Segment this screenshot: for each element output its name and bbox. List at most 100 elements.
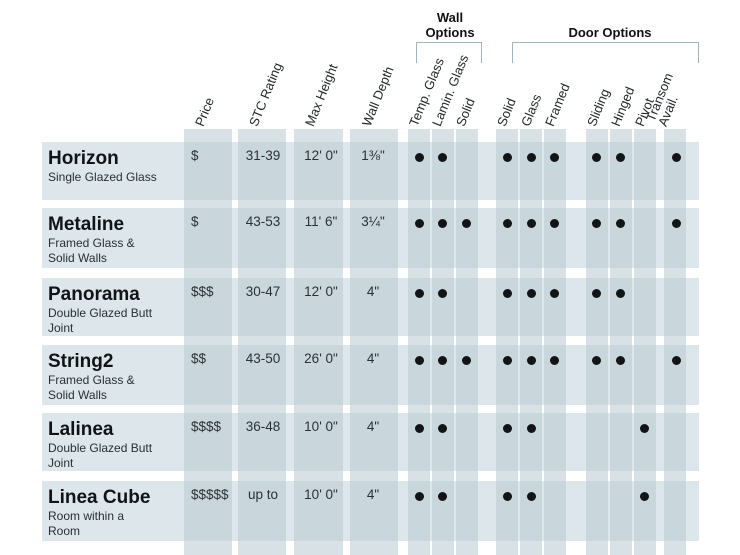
column-header-depth: Wall Depth <box>359 64 397 129</box>
door-options-bracket <box>512 42 699 63</box>
availability-dot <box>437 492 447 501</box>
product-name: String2 <box>48 351 114 372</box>
product-name: Linea Cube <box>48 487 151 508</box>
availability-dot <box>502 219 512 228</box>
cell-stc: 31-39 <box>245 148 281 163</box>
product-description-line: Framed Glass & <box>48 236 135 250</box>
availability-dot <box>591 219 601 228</box>
cell-stc: 30-47 <box>245 284 281 299</box>
cell-price: $$$ <box>191 284 214 299</box>
availability-dot <box>549 289 559 298</box>
column-band <box>610 129 632 555</box>
column-header-door_framed: Framed <box>542 81 573 129</box>
column-band <box>496 129 518 555</box>
availability-dot <box>437 356 447 365</box>
availability-dot <box>526 289 536 298</box>
availability-dot <box>437 153 447 162</box>
cell-price: $ <box>191 214 199 229</box>
column-band <box>586 129 608 555</box>
cell-stc: 43-50 <box>245 351 281 366</box>
availability-dot <box>591 153 601 162</box>
column-band <box>432 129 454 555</box>
product-description-line: Solid Walls <box>48 388 107 402</box>
availability-dot <box>414 424 424 433</box>
availability-dot <box>502 153 512 162</box>
cell-depth: 1⅜" <box>361 148 385 163</box>
product-description-line: Joint <box>48 456 74 470</box>
cell-height: 10' 0" <box>304 419 338 434</box>
availability-dot <box>549 356 559 365</box>
availability-dot <box>615 219 625 228</box>
cell-height: 12' 0" <box>304 284 338 299</box>
cell-stc: 43-53 <box>245 214 281 229</box>
column-band <box>456 129 478 555</box>
product-description: Double Glazed Butt Joint <box>48 306 173 336</box>
column-band <box>184 129 232 555</box>
column-band <box>294 129 343 555</box>
cell-stc: 36-48 <box>245 419 281 434</box>
availability-dot <box>639 492 649 501</box>
wall-options-title-line: Wall <box>436 10 464 25</box>
cell-price: $$$$$ <box>191 487 229 502</box>
product-description-line: Framed Glass & <box>48 373 135 387</box>
product-name: Panorama <box>48 284 140 305</box>
availability-dot <box>414 153 424 162</box>
cell-price: $ <box>191 148 199 163</box>
product-description-line: Single Glazed Glass <box>48 170 157 184</box>
availability-dot <box>502 492 512 501</box>
column-band <box>408 129 430 555</box>
product-description-line: Joint <box>48 321 74 335</box>
availability-dot <box>502 289 512 298</box>
availability-dot <box>502 424 512 433</box>
availability-dot <box>414 289 424 298</box>
door-options-title: Door Options <box>568 25 652 40</box>
availability-dot <box>461 219 471 228</box>
availability-dot <box>437 219 447 228</box>
cell-depth: 4" <box>366 351 380 366</box>
column-header-door_transom: Transom Avail. <box>643 71 687 129</box>
wall-options-title: Wall Options <box>410 10 490 40</box>
availability-dot <box>671 219 681 228</box>
cell-depth: 4" <box>366 284 380 299</box>
column-header-door_solid: Solid <box>494 95 519 129</box>
cell-price: $$$$ <box>191 419 222 434</box>
product-name: Horizon <box>48 148 119 169</box>
availability-dot <box>549 219 559 228</box>
availability-dot <box>671 356 681 365</box>
column-header-price: Price <box>192 95 218 129</box>
availability-dot <box>526 219 536 228</box>
availability-dot <box>549 153 559 162</box>
availability-dot <box>526 424 536 433</box>
cell-height: 10' 0" <box>304 487 338 502</box>
cell-depth: 4" <box>366 419 380 434</box>
column-header-door_glass: Glass <box>518 91 545 129</box>
cell-height: 26' 0" <box>304 351 338 366</box>
column-band <box>664 129 686 555</box>
product-description: Double Glazed Butt Joint <box>48 441 173 471</box>
availability-dot <box>526 492 536 501</box>
availability-dot <box>461 356 471 365</box>
cell-height: 12' 0" <box>304 148 338 163</box>
wall-options-bracket <box>416 42 482 63</box>
column-band <box>520 129 542 555</box>
product-description-line: Double Glazed Butt <box>48 441 153 455</box>
availability-dot <box>414 219 424 228</box>
availability-dot <box>615 289 625 298</box>
availability-dot <box>591 356 601 365</box>
availability-dot <box>671 153 681 162</box>
availability-dot <box>437 424 447 433</box>
column-band <box>634 129 656 555</box>
product-name: Metaline <box>48 214 125 235</box>
column-band <box>350 129 398 555</box>
cell-price: $$ <box>191 351 207 366</box>
product-description-line: Double Glazed Butt <box>48 306 153 320</box>
wall-options-title-line: Options <box>425 25 475 40</box>
product-description-line: Solid Walls <box>48 251 107 265</box>
availability-dot <box>526 356 536 365</box>
availability-dot <box>591 289 601 298</box>
cell-stc: up to <box>247 487 279 502</box>
column-band <box>238 129 286 555</box>
column-header-height: Max Height <box>302 61 341 129</box>
availability-dot <box>615 356 625 365</box>
